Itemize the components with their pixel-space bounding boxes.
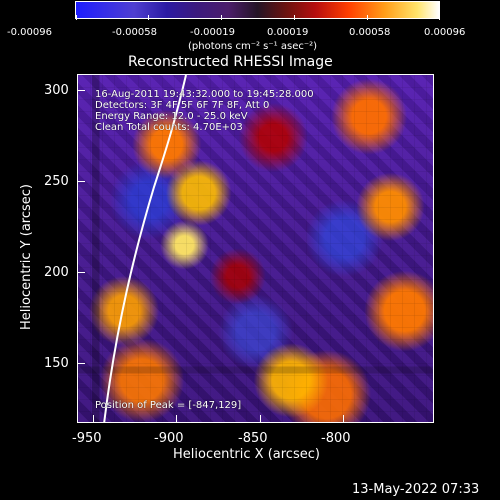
y-axis-label: Heliocentric Y (arcsec) (19, 184, 34, 330)
footer-timestamp: 13-May-2022 07:33 (352, 482, 480, 497)
y-axis-tick (77, 363, 85, 364)
y-tick-label: 150 (44, 356, 69, 371)
x-tick-label: -850 (238, 431, 268, 446)
colorbar-tick-label: 0.00019 (267, 27, 309, 38)
x-axis-tick (343, 415, 344, 423)
colorbar-tick-label: -0.00019 (190, 27, 235, 38)
solar-limb-curve (103, 75, 187, 422)
colorbar-tick-mark (148, 15, 149, 20)
colorbar-tick-label: -0.00096 (7, 27, 52, 38)
colorbar-tick-mark (76, 15, 77, 20)
observation-time-range: 16-Aug-2011 19:43:32.000 to 19:45:28.000 (95, 89, 314, 100)
y-axis-tick (77, 90, 85, 91)
x-tick-label: -950 (72, 431, 102, 446)
colorbar-tick-label: -0.00058 (112, 27, 157, 38)
colorbar (75, 1, 440, 20)
x-tick-label: -800 (321, 431, 351, 446)
colorbar-tick-label: 0.00096 (424, 27, 466, 38)
detectors-info: Detectors: 3F 4F 5F 6F 7F 8F, Att 0 (95, 100, 270, 111)
colorbar-tick-mark (221, 15, 222, 20)
y-axis-tick (77, 272, 85, 273)
plot-title: Reconstructed RHESSI Image (128, 54, 333, 70)
clean-total-counts-info: Clean Total counts: 4.70E+03 (95, 122, 243, 133)
y-tick-label: 300 (44, 83, 69, 98)
y-tick-label: 200 (44, 265, 69, 280)
colorbar-unit-label: (photons cm⁻² s⁻¹ asec⁻²) (188, 41, 318, 52)
colorbar-tick-mark (294, 15, 295, 20)
x-tick-label: -900 (154, 431, 184, 446)
x-axis-tick (176, 415, 177, 423)
colorbar-tick-mark (367, 15, 368, 20)
y-axis-tick (77, 181, 85, 182)
x-axis-tick (93, 415, 94, 423)
x-axis-tick (260, 415, 261, 423)
colorbar-tick-label: 0.00058 (349, 27, 391, 38)
energy-range-info: Energy Range: 12.0 - 25.0 keV (95, 111, 248, 122)
x-axis-label: Heliocentric X (arcsec) (173, 447, 320, 462)
y-tick-label: 250 (44, 174, 69, 189)
colorbar-tick-mark (439, 15, 440, 20)
peak-position-label: Position of Peak = [-847,129] (95, 400, 242, 411)
rhessi-image-plot: 16-Aug-2011 19:43:32.000 to 19:45:28.000… (77, 74, 434, 423)
